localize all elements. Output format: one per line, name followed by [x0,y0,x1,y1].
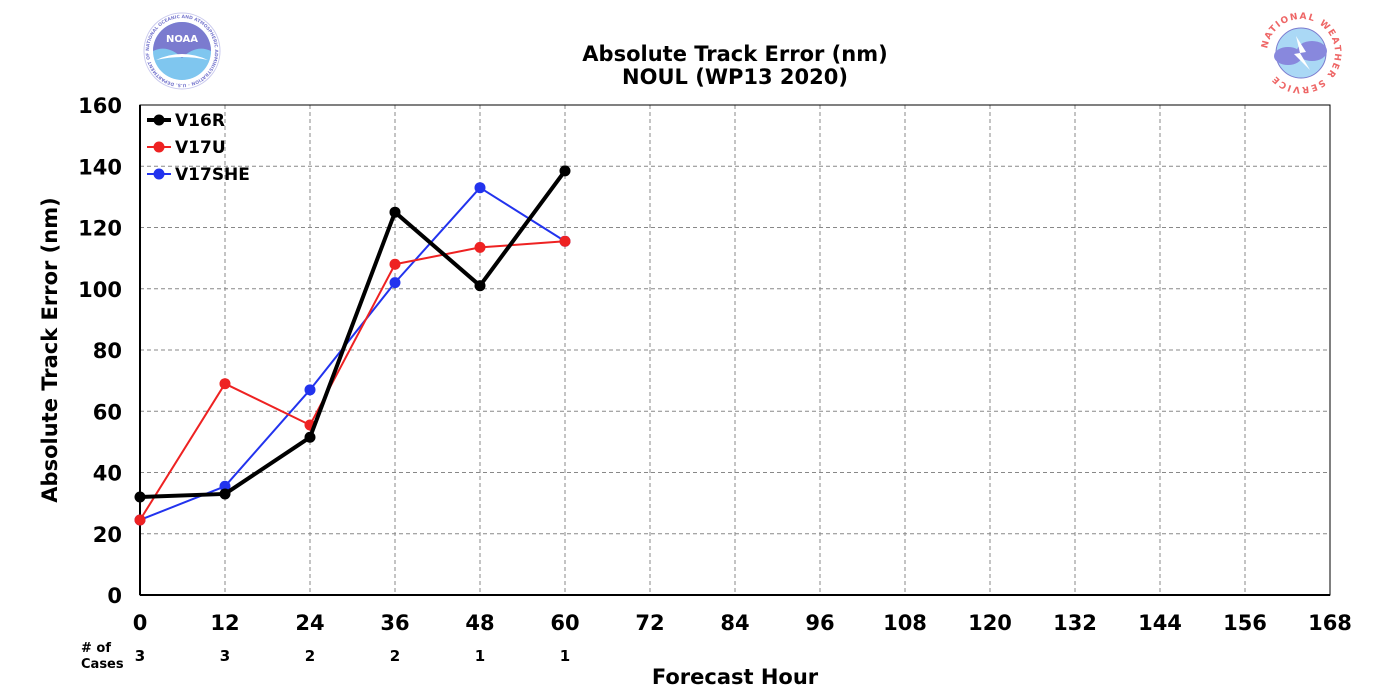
data-point-v17she [219,480,231,492]
case-count: 3 [135,647,145,665]
series-line-v17u [139,240,566,521]
y-axis-label: Absolute Track Error (nm) [38,197,62,502]
data-point-v17u [474,241,486,253]
x-tick-label: 0 [133,611,148,635]
data-point-v17u [559,235,571,247]
data-point-v17u [134,514,146,526]
cases-row: 3 3 2 2 1 1 [135,647,570,665]
legend: V16R V17U V17SHE [147,111,250,185]
legend-swatch-marker [153,141,165,153]
x-axis-label: Forecast Hour [652,665,819,689]
data-point-v17u [219,378,231,390]
legend-swatch-marker [153,168,165,180]
y-tick-labels: 0 20 40 60 80 100 120 140 160 [78,94,122,608]
data-point-v17u [389,258,401,270]
legend-label-v16r: V16R [175,111,225,131]
x-tick-label: 36 [380,611,409,635]
x-tick-label: 108 [883,611,927,635]
x-tick-label: 156 [1223,611,1267,635]
x-tick-label: 24 [295,611,324,635]
data-point-v16r [219,488,231,500]
cases-header-line2: Cases [81,657,124,672]
cases-header-line1: # of [81,641,111,656]
x-tick-label: 48 [465,611,494,635]
legend-label-v17u: V17U [175,138,226,158]
data-point-v16r [134,491,146,503]
case-count: 2 [305,647,315,665]
case-count: 1 [475,647,485,665]
x-tick-labels: 0 12 24 36 48 60 72 84 96 108 120 132 144 156 168 [133,611,1352,635]
x-tick-label: 84 [720,611,749,635]
grid [140,105,1330,595]
x-tick-label: 60 [550,611,579,635]
chart-title: Absolute Track Error (nm) [582,42,887,66]
noaa-logo: NATIONAL OCEANIC AND ATMOSPHERIC ADMINIS… [0,0,221,90]
y-tick-label: 20 [93,523,122,547]
y-tick-label: 60 [93,400,122,424]
series-line-v17she [139,186,566,521]
series-line-v16r [139,169,567,499]
y-tick-label: 160 [78,94,122,118]
data-point-v17she [389,277,401,289]
legend-swatch-marker [153,114,165,126]
case-count: 2 [390,647,400,665]
data-point-v16r [389,206,401,218]
y-tick-label: 0 [107,584,122,608]
legend-label-v17she: V17SHE [175,165,250,185]
x-tick-label: 120 [968,611,1012,635]
nws-logo: NATIONAL WEATHER SERVICE [1260,12,1341,94]
data-point-v16r [559,165,571,177]
case-count: 3 [220,647,230,665]
y-tick-label: 40 [93,462,122,486]
x-tick-label: 168 [1308,611,1352,635]
x-tick-label: 144 [1138,611,1182,635]
data-point-v17she [304,384,316,396]
x-tick-label: 72 [635,611,664,635]
data-point-v16r [304,431,316,443]
y-tick-label: 120 [78,217,122,241]
y-tick-label: 140 [78,155,122,179]
y-tick-label: 100 [78,278,122,302]
noaa-logo-text: NOAA [166,34,198,45]
y-tick-label: 80 [93,339,122,363]
chart-subtitle: NOUL (WP13 2020) [622,65,848,89]
series-layer [134,165,571,526]
x-tick-label: 132 [1053,611,1097,635]
x-tick-label: 12 [210,611,239,635]
data-point-v16r [474,280,486,292]
case-count: 1 [560,647,570,665]
data-point-v17she [474,182,486,194]
x-tick-label: 96 [805,611,834,635]
